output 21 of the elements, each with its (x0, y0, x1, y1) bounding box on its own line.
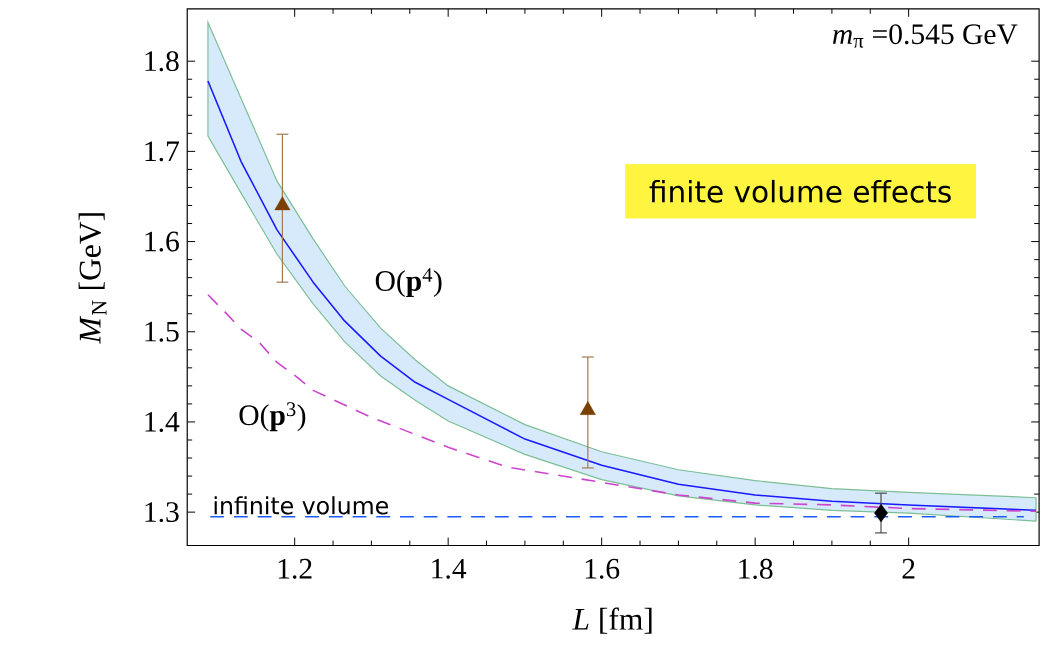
point (874, 503, 888, 523)
y-tick-label: 1.5 (145, 321, 179, 342)
x-tick-label: 1.6 (585, 558, 620, 579)
x-axis-title: L [fm] (572, 607, 652, 634)
x-tick-label: 1.8 (739, 558, 773, 579)
y-tick-label: 1.7 (145, 141, 179, 162)
point (579, 401, 596, 415)
annotation: finite volume effects (649, 179, 951, 203)
annotation: O(p$^{3}$) (239, 402, 306, 432)
y-tick-label: 1.6 (145, 231, 179, 252)
annotation: O(p$^{4}$) (375, 268, 442, 297)
ref-line-label: infinite volume (214, 496, 388, 515)
y-tick-label: 1.8 (145, 51, 179, 72)
point (274, 196, 291, 211)
y-axis-title: M$_{N}$ [GeV] (78, 213, 107, 344)
y-tick-label: 1.4 (145, 411, 180, 432)
x-tick-label: 1.2 (278, 558, 312, 579)
y-tick-label: 1.3 (145, 502, 179, 523)
annotation: m$_{π}$ =0.545 GeV (832, 24, 1018, 48)
x-tick-label: 1.4 (432, 558, 467, 579)
x-tick-label: 2 (902, 558, 915, 579)
